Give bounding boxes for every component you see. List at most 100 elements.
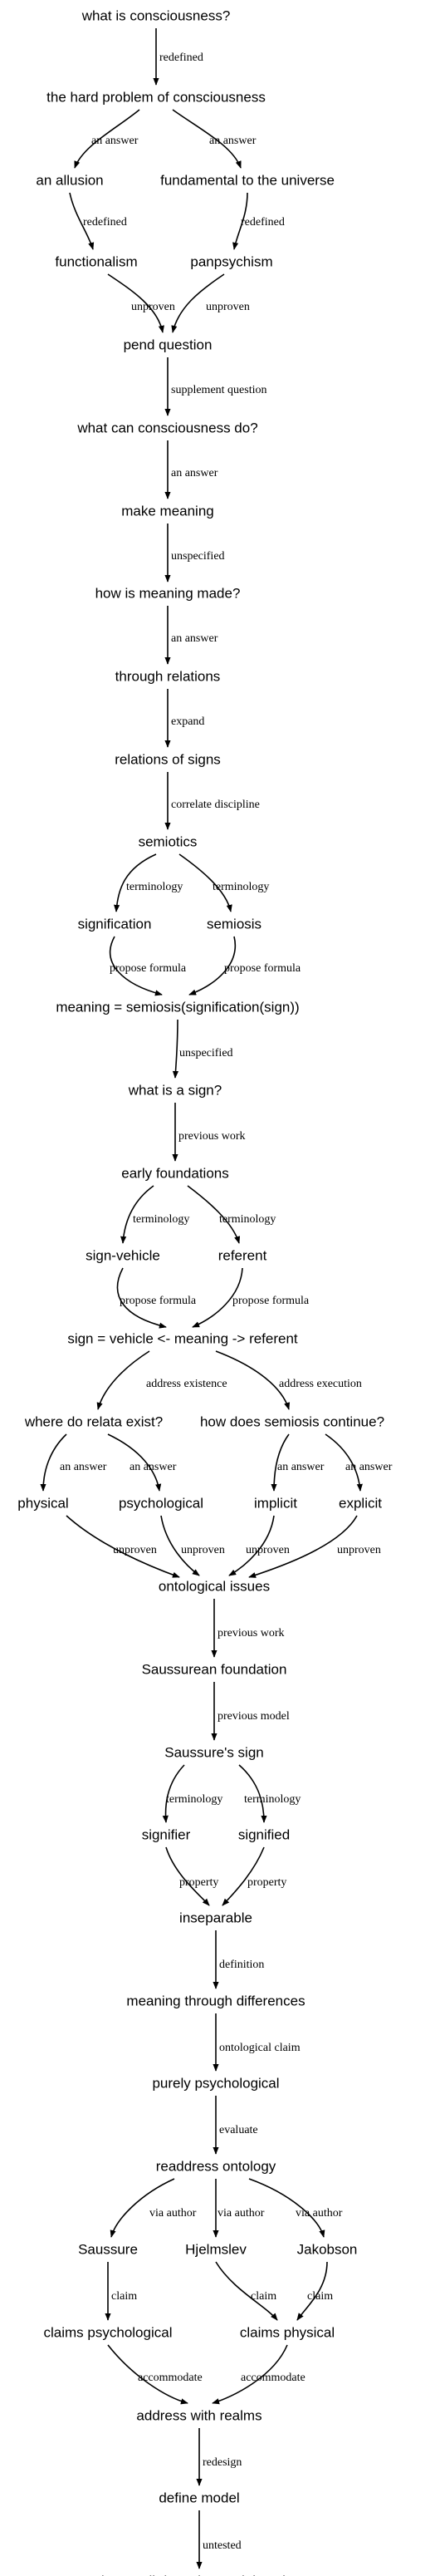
edge-arrow-n5-n7 — [107, 273, 164, 333]
edge-arrow-n31-n33 — [165, 1846, 210, 1906]
edge-arrow-n19-n21 — [116, 1267, 167, 1329]
edge-arrow-n36-n39 — [248, 2178, 325, 2238]
edge-arrow-n30-n32 — [238, 1764, 267, 1823]
node-n30: Saussure's sign — [164, 1744, 263, 1760]
node-n42: address with realms — [136, 2407, 261, 2423]
edge-label-n18-n20: terminology — [219, 1213, 276, 1226]
edge-arrow-n21-n23 — [215, 1350, 291, 1410]
node-n18: early foundations — [121, 1165, 228, 1181]
node-n14: signification — [78, 916, 152, 932]
edge-arrow-n25-n28 — [160, 1515, 200, 1576]
node-n5: functionalism — [55, 253, 137, 269]
edge-label-n23-n26: an answer — [277, 1461, 325, 1473]
edge-label-n21-n23: address execution — [279, 1378, 362, 1390]
edges-layer: redefined an answer an answer redefined rede… — [40, 28, 393, 2569]
node-n11: through relations — [115, 668, 221, 684]
edge-label-n41-n42: accommodate — [241, 2372, 305, 2384]
edge-label-n8-n9: an answer — [171, 467, 218, 479]
node-n20: referent — [218, 1247, 267, 1263]
edge-label-n4-n6: redefined — [241, 216, 285, 229]
edge-label-n9-n10: unspecified — [171, 550, 225, 563]
edge-arrow-n36-n37 — [110, 2178, 175, 2238]
node-n24: physical — [17, 1495, 68, 1511]
edge-arrow-n21-n22 — [96, 1350, 150, 1410]
edge-arrow-n16-n17 — [172, 1019, 179, 1079]
edge-label-n34-n35: ontological claim — [219, 2042, 301, 2054]
edge-arrow-n23-n26 — [271, 1433, 290, 1492]
edge-label-n31-n33: property — [179, 1876, 218, 1889]
edge-label-n23-n27: an answer — [345, 1461, 393, 1473]
edge-label-n22-n24: an answer — [60, 1461, 107, 1473]
edge-arrow-n26-n28 — [228, 1515, 275, 1576]
edge-label-n32-n33: property — [247, 1876, 286, 1889]
edge-arrow-n14-n16 — [110, 936, 163, 996]
edge-label-n14-n16: propose formula — [110, 962, 187, 975]
node-n16: meaning = semiosis(signification(sign)) — [56, 999, 299, 1015]
edge-label-n13-n14: terminology — [126, 881, 183, 893]
edge-arrow-n6-n7 — [171, 273, 225, 333]
edge-label-n13-n15: terminology — [213, 881, 269, 893]
node-n23: how does semiosis continue? — [200, 1413, 384, 1429]
edge-label-n2-n3: an answer — [91, 135, 139, 147]
node-n37: Saussure — [78, 2241, 138, 2257]
edge-label-n42-n43: redesign — [203, 2456, 242, 2469]
node-n39: Jakobson — [297, 2241, 358, 2257]
node-n12: relations of signs — [115, 751, 221, 767]
edge-label-n40-n42: accommodate — [138, 2372, 203, 2384]
edge-label-n1-n2: redefined — [159, 52, 203, 64]
edge-label-n11-n12: expand — [171, 715, 204, 728]
edge-arrow-n23-n27 — [325, 1433, 363, 1492]
edge-label-n12-n13: correlate discipline — [171, 799, 260, 811]
nodes-layer: what is consciousness? the hard problem o… — [17, 7, 384, 2576]
edge-label-n39-n41: claim — [307, 2290, 333, 2303]
node-n35: purely psychological — [152, 2075, 279, 2091]
edge-label-n16-n17: unspecified — [179, 1047, 233, 1059]
node-n36: readdress ontology — [156, 2158, 276, 2174]
edge-label-n36-n37: via author — [149, 2207, 197, 2220]
node-n7: pend question — [124, 337, 213, 352]
edge-arrow-n24-n28 — [66, 1515, 180, 1578]
edge-arrow-n38-n41 — [215, 2261, 278, 2321]
edge-label-n3-n5: redefined — [83, 216, 127, 229]
edge-arrow-n32-n33 — [222, 1846, 265, 1906]
node-n21: sign = vehicle <- meaning -> referent — [67, 1330, 298, 1346]
edge-label-n30-n31: terminology — [166, 1793, 222, 1806]
edge-label-n10-n11: an answer — [171, 632, 218, 645]
edge-arrow-n30-n31 — [162, 1764, 185, 1823]
node-n8: what can consciousness do? — [76, 420, 257, 435]
edge-label-n24-n28: unproven — [113, 1544, 157, 1556]
edge-label-n17-n18: previous work — [178, 1130, 246, 1143]
node-n29: Saussurean foundation — [142, 1661, 287, 1677]
node-n43: define model — [159, 2490, 239, 2505]
edge-arrow-n2-n3 — [74, 109, 140, 169]
node-n38: Hjelmslev — [185, 2241, 247, 2257]
node-n22: where do relata exist? — [24, 1413, 163, 1429]
edge-arrow-n22-n24 — [40, 1433, 67, 1492]
node-n44: how well does the model work? — [101, 2573, 297, 2576]
edge-label-n15-n16: propose formula — [224, 962, 301, 975]
node-n13: semiotics — [139, 833, 198, 849]
edge-label-n27-n28: unproven — [337, 1544, 381, 1556]
edge-label-n38-n41: claim — [251, 2290, 276, 2303]
edge-label-n25-n28: unproven — [181, 1544, 225, 1556]
node-n26: implicit — [254, 1495, 297, 1511]
edge-arrow-n13-n15 — [178, 853, 232, 912]
edge-label-n7-n8: supplement question — [171, 384, 267, 396]
node-n28: ontological issues — [159, 1578, 270, 1594]
edge-label-n43-n44: untested — [203, 2539, 242, 2552]
node-n9: make meaning — [121, 503, 214, 519]
edge-label-n19-n21: propose formula — [120, 1295, 197, 1307]
node-n25: psychological — [119, 1495, 203, 1511]
node-n15: semiosis — [207, 916, 261, 932]
edge-arrow-n18-n20 — [187, 1185, 241, 1244]
node-n4: fundamental to the universe — [160, 172, 335, 188]
node-n10: how is meaning made? — [95, 585, 241, 601]
edge-arrow-n22-n25 — [107, 1433, 162, 1492]
edge-label-n28-n29: previous work — [218, 1627, 285, 1639]
edge-arrow-n18-n19 — [120, 1185, 154, 1244]
edge-label-n35-n36: evaluate — [219, 2124, 258, 2136]
edge-label-n20-n21: propose formula — [232, 1295, 310, 1307]
node-n40: claims psychological — [44, 2324, 173, 2340]
node-n17: what is a sign? — [128, 1082, 222, 1098]
node-n6: panpsychism — [190, 253, 272, 269]
